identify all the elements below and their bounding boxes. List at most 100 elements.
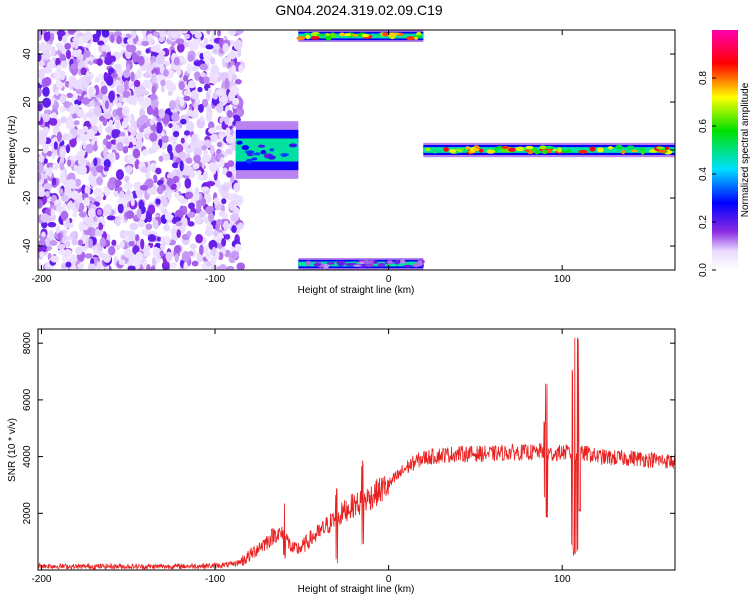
spectral-speckle (203, 149, 208, 156)
spectral-speckle (93, 157, 98, 167)
spectral-speckle (114, 217, 121, 227)
spectral-speckle (194, 186, 200, 195)
spectral-speckle (186, 63, 193, 74)
spectral-speckle (39, 251, 45, 258)
spectral-speckle (82, 125, 89, 133)
spectral-speckle (193, 154, 201, 163)
spectral-peak (552, 148, 558, 152)
spectral-speckle (39, 41, 47, 53)
spectral-speckle (51, 46, 56, 57)
spectral-speckle (136, 208, 142, 219)
spectral-speckle (209, 57, 216, 65)
spectral-speckle (103, 166, 109, 172)
spectral-speckle (103, 111, 112, 120)
spectral-peak (343, 33, 352, 37)
spectral-speckle (84, 50, 91, 58)
spectral-speckle (58, 248, 67, 256)
spectral-speckle (133, 79, 141, 88)
spectral-speckle (42, 97, 52, 108)
spectral-speckle (122, 109, 128, 116)
spectrogram-region (235, 121, 299, 179)
spectral-speckle (238, 64, 244, 73)
spectral-speckle (102, 45, 109, 52)
spectral-speckle (88, 238, 94, 249)
spectral-speckle (140, 166, 148, 173)
spectral-speckle (42, 86, 50, 97)
spectral-speckle (185, 157, 193, 164)
spectral-speckle (84, 184, 91, 196)
spectral-speckle (208, 211, 214, 223)
spectral-speckle (77, 239, 84, 246)
spectral-speckle (97, 40, 105, 46)
spectral-speckle (160, 235, 166, 245)
spectral-speckle (98, 222, 103, 231)
spectral-speckle (116, 85, 125, 94)
spectral-speckle (205, 205, 214, 215)
spectral-peak (387, 32, 397, 38)
spectral-speckle (223, 224, 229, 231)
spectral-speckle (43, 31, 51, 42)
spectral-peak (431, 148, 440, 154)
spectral-speckle (123, 248, 133, 258)
spectral-speckle (145, 223, 153, 230)
spectral-speckle (125, 210, 135, 219)
spectral-peak (546, 148, 552, 154)
spectral-speckle (38, 111, 41, 122)
spectrogram-region (38, 30, 246, 270)
spectral-peak (640, 150, 645, 155)
spectral-speckle (67, 178, 77, 189)
spectral-speckle (151, 69, 159, 76)
spectral-speckle (56, 243, 66, 250)
spectral-speckle (184, 177, 192, 189)
spectral-speckle (116, 35, 123, 45)
spectral-peak (418, 260, 423, 265)
spectral-speckle (205, 110, 213, 120)
spectral-speckle (100, 85, 108, 95)
spectral-speckle (230, 246, 235, 253)
colorbar-tick-label: 0.6 (698, 119, 709, 133)
spectral-peak (449, 148, 456, 154)
spectral-speckle (136, 50, 142, 56)
spectral-peak (525, 145, 534, 150)
spectral-speckle (155, 74, 165, 81)
spectral-speckle (123, 80, 130, 91)
spectral-speckle (172, 234, 178, 241)
spectral-speckle (136, 40, 143, 47)
spectral-speckle (198, 210, 206, 218)
spectral-speckle (212, 164, 217, 175)
spectral-speckle (64, 241, 71, 248)
spectral-speckle (149, 132, 158, 142)
spectral-speckle (173, 57, 180, 66)
spectral-speckle (142, 149, 149, 157)
spectral-peak (365, 263, 375, 268)
spectral-speckle (96, 176, 103, 186)
spectral-speckle (235, 30, 244, 34)
spectral-speckle (43, 158, 48, 164)
spectral-speckle (226, 110, 233, 119)
spectral-speckle (128, 82, 135, 88)
spectral-speckle (126, 63, 131, 73)
spectral-speckle (56, 131, 62, 142)
spectral-speckle (70, 254, 77, 264)
spectral-speckle (116, 107, 125, 117)
spectral-speckle (211, 246, 217, 257)
spectral-speckle (90, 258, 95, 265)
spectral-speckle (160, 85, 165, 93)
spectral-speckle (60, 210, 69, 221)
spectrogram-frame (37, 29, 676, 271)
spectral-speckle (70, 190, 80, 201)
spectral-speckle (110, 34, 115, 43)
spectral-speckle (148, 37, 154, 46)
spectral-speckle (196, 199, 202, 211)
spectral-speckle (93, 105, 102, 117)
spectral-speckle (114, 115, 120, 121)
spectral-speckle (194, 214, 202, 225)
spectral-speckle (104, 100, 109, 110)
spectral-speckle (106, 215, 116, 221)
spectral-speckle (185, 191, 194, 199)
spectral-speckle (126, 189, 131, 196)
spectral-speckle (156, 185, 164, 195)
spectral-peak (236, 140, 243, 145)
spectral-speckle (176, 43, 185, 53)
spectral-speckle (198, 244, 204, 256)
